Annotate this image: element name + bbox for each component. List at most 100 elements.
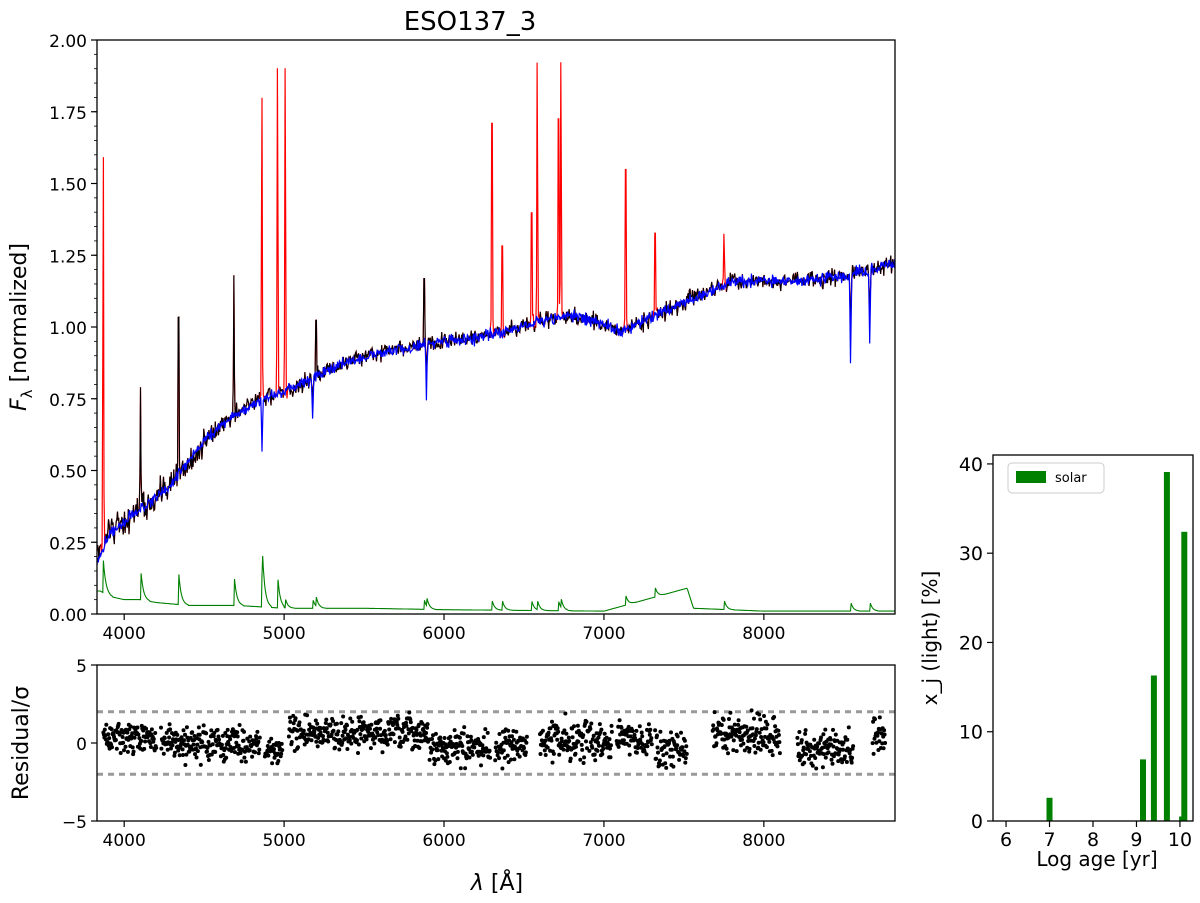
residual-point: [580, 747, 585, 752]
residual-point: [750, 726, 755, 731]
residual-point: [175, 732, 180, 737]
residual-point: [389, 716, 394, 721]
residual-point: [877, 715, 882, 720]
age-bar: [1150, 675, 1157, 821]
residual-point: [212, 731, 217, 735]
residual-point: [395, 713, 400, 718]
residual-point: [132, 735, 137, 740]
residual-point: [181, 753, 185, 757]
residual-point: [339, 721, 344, 726]
residual-point: [404, 723, 409, 728]
residual-point: [524, 740, 529, 745]
spectrum-plot-area: [96, 39, 896, 615]
residual-point: [813, 756, 818, 760]
residual-point: [815, 744, 820, 749]
residual-point: [847, 751, 852, 756]
residual-point: [326, 739, 331, 744]
residual-point: [773, 724, 778, 729]
residual-point: [194, 755, 199, 760]
residual-point: [417, 746, 422, 750]
residual-point: [355, 727, 360, 732]
residual-point: [430, 737, 434, 741]
residual-point: [545, 745, 550, 750]
residual-point: [591, 733, 596, 738]
residual-point: [183, 763, 188, 767]
residual-point: [383, 733, 388, 738]
residual-point: [343, 727, 348, 732]
residual-point: [510, 734, 514, 739]
residual-point: [118, 751, 123, 755]
residual-point: [356, 742, 361, 747]
residual-point: [845, 737, 850, 742]
residual-point: [875, 733, 880, 738]
residual-point: [415, 738, 420, 743]
residual-point: [293, 716, 298, 721]
residual-point: [248, 734, 253, 739]
residual-point: [497, 756, 501, 761]
residual-point: [497, 732, 502, 736]
residual-xtick-label: 6000: [422, 831, 465, 851]
residual-point: [359, 736, 364, 741]
residual-point: [506, 760, 511, 765]
residual-point: [882, 732, 887, 737]
residual-point: [372, 741, 377, 746]
residual-point: [236, 743, 241, 748]
residual-point: [188, 747, 193, 752]
spectrum-ytick-label: 0.75: [49, 391, 87, 411]
residual-point: [770, 753, 775, 758]
residual-point: [764, 726, 769, 731]
residual-point: [135, 725, 140, 730]
residual-point: [584, 719, 589, 724]
residual-point: [215, 727, 220, 732]
residual-point: [506, 728, 511, 733]
residual-point: [447, 760, 452, 764]
residual-point: [161, 751, 166, 756]
residual-point: [455, 749, 460, 754]
residual-point: [313, 718, 318, 723]
residual-point: [502, 755, 507, 760]
age-x-label: Log age [yr]: [1036, 847, 1157, 871]
residual-point: [247, 748, 252, 753]
residual-point: [469, 749, 474, 754]
residual-point: [561, 747, 566, 752]
residual-point: [380, 750, 385, 755]
residual-x-label: λ [Å]: [470, 869, 523, 896]
residual-point: [336, 729, 341, 734]
residual-point: [635, 746, 640, 750]
residual-point: [734, 749, 739, 754]
spectrum-y-label: Fλ [normalized]: [7, 243, 36, 411]
residual-point: [425, 722, 430, 727]
residual-point: [747, 746, 752, 751]
residual-point: [675, 734, 680, 739]
residual-point: [522, 746, 526, 751]
residual-point: [265, 744, 270, 748]
residual-point: [557, 752, 562, 757]
residual-point: [368, 746, 373, 751]
residual-point: [223, 746, 228, 751]
residual-point: [305, 713, 310, 718]
age-bar: [1163, 472, 1170, 821]
residual-point: [719, 723, 724, 727]
residual-point: [757, 730, 762, 735]
residual-point: [168, 727, 173, 732]
residual-point: [831, 744, 836, 749]
age-legend: solar: [1007, 462, 1105, 494]
residual-point: [186, 738, 191, 743]
residual-point: [159, 725, 163, 730]
residual-point: [319, 726, 323, 731]
residual-point: [608, 755, 613, 760]
residual-point: [801, 745, 806, 750]
residual-point: [556, 729, 561, 734]
residual-point: [225, 727, 230, 732]
residual-point: [741, 741, 746, 746]
age-bar: [1181, 531, 1188, 821]
residual-point: [595, 748, 600, 753]
residual-point: [712, 710, 717, 715]
residual-point: [655, 733, 659, 738]
residual-point: [682, 749, 687, 754]
spectrum-xtick-label: 5000: [262, 624, 305, 644]
residual-point: [562, 728, 567, 733]
residual-point: [355, 738, 359, 743]
residual-point: [296, 745, 300, 750]
residual-point: [777, 751, 782, 756]
